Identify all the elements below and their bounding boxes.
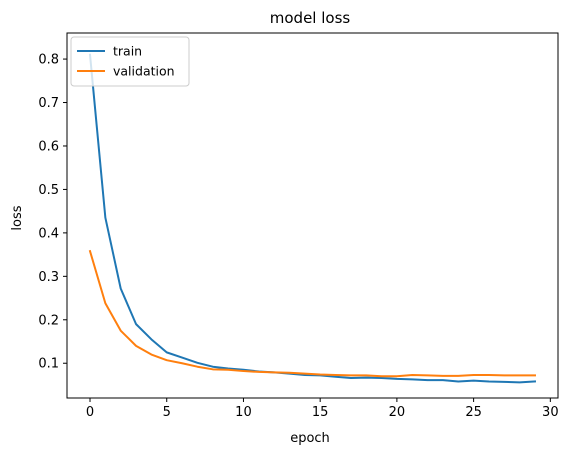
y-tick-label: 0.7 xyxy=(38,96,59,111)
y-axis-label: loss xyxy=(10,205,25,230)
x-tick-label: 25 xyxy=(465,405,482,420)
y-tick-label: 0.6 xyxy=(38,139,59,154)
chart-title: model loss xyxy=(270,9,351,27)
x-tick-label: 20 xyxy=(389,405,406,420)
y-tick-label: 0.3 xyxy=(38,270,59,285)
series-line-train xyxy=(88,53,537,384)
series-line-validation xyxy=(88,249,536,378)
y-tick-label: 0.4 xyxy=(38,226,59,241)
legend-box xyxy=(70,36,190,87)
x-tick-label: 0 xyxy=(86,405,94,420)
x-axis-label: epoch xyxy=(290,431,330,446)
legend: train validation xyxy=(70,36,190,87)
legend-label-validation: validation xyxy=(113,64,175,79)
plot-frame xyxy=(66,32,559,399)
x-tick-label: 30 xyxy=(542,405,559,420)
x-tick-label: 15 xyxy=(312,405,329,420)
x-axis: 0 5 10 15 20 25 30 xyxy=(86,398,559,420)
y-tick-label: 0.8 xyxy=(38,53,59,68)
x-tick-label: 5 xyxy=(163,405,171,420)
legend-label-train: train xyxy=(113,44,142,59)
y-tick-label: 0.5 xyxy=(38,183,59,198)
y-tick-label: 0.2 xyxy=(38,313,59,328)
y-axis: 0.1 0.2 0.3 0.4 0.5 0.6 0.7 0.8 xyxy=(38,53,67,372)
x-tick-label: 10 xyxy=(235,405,252,420)
y-tick-label: 0.1 xyxy=(38,357,59,372)
series-layer xyxy=(88,53,537,384)
